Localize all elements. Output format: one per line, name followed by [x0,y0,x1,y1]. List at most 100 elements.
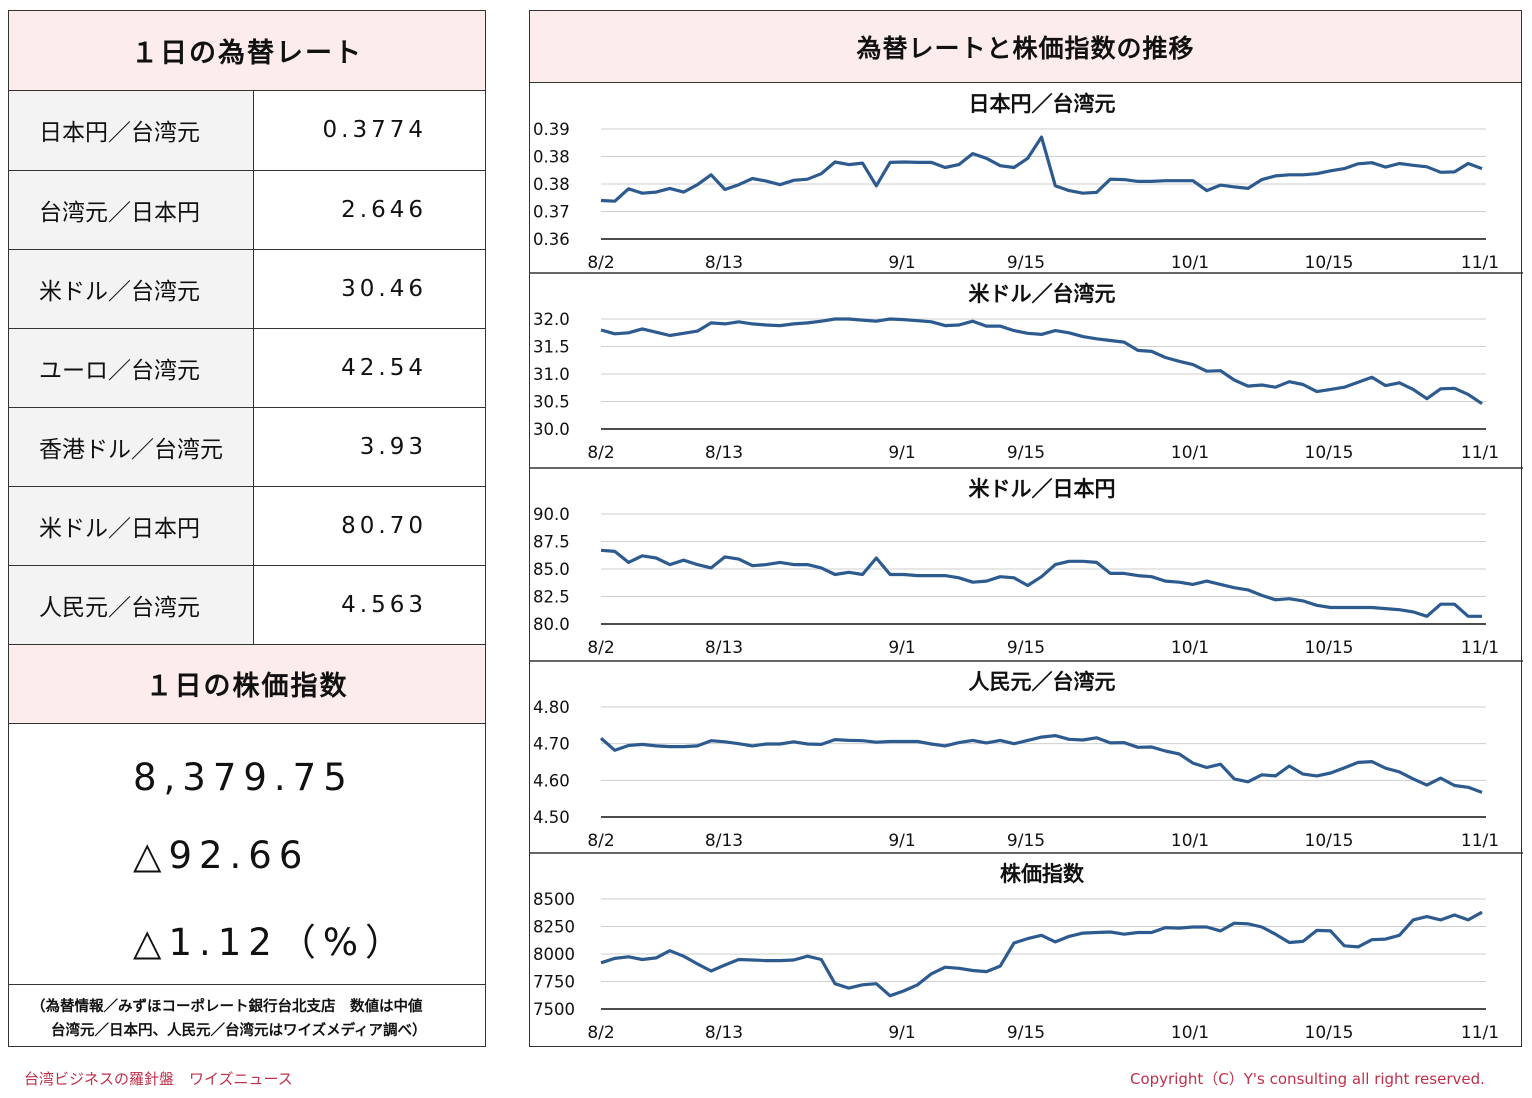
rate-value: 30.46 [253,249,485,329]
series-line [600,548,1482,618]
y-tick-label: 90.0 [533,505,570,524]
series-line [599,733,1483,794]
y-tick-label: 8500 [533,890,575,909]
y-tick-label: 7500 [533,1000,575,1019]
chart-title: 株価指数 [1000,862,1085,886]
x-tick-label: 8/13 [705,638,743,658]
x-tick-label: 9/1 [888,253,915,273]
x-tick-label: 11/1 [1461,638,1499,658]
x-tick-label: 10/15 [1305,253,1354,273]
y-tick-label: 0.39 [533,120,570,139]
y-tick-label: 0.38 [533,175,570,194]
x-tick-label: 11/1 [1461,443,1499,463]
rate-row: 日本円／台湾元 0.3774 [9,91,485,171]
chart-title: 日本円／台湾元 [969,92,1116,116]
charts-canvas: 日本円／台湾元 0.39 0.38 0.38 0.37 0.36 8/2 8/13 9/1 9/1… [530,92,1523,1043]
rate-value: 4.563 [253,565,485,645]
x-tick-label: 9/15 [1007,638,1045,658]
stock-value: 8,379.75 [133,755,354,799]
x-tick-label: 8/2 [587,831,614,851]
y-tick-label: 0.38 [533,148,570,167]
chart-title: 米ドル／日本円 [969,477,1116,501]
trend-title: 為替レートと株価指数の推移 [530,11,1521,83]
rate-row: 米ドル／台湾元 30.46 [9,249,485,329]
x-tick-label: 8/2 [587,443,614,463]
y-tick-label: 87.5 [533,533,570,552]
x-tick-label: 11/1 [1461,253,1499,273]
rate-pair-label: 米ドル／台湾元 [9,249,254,329]
rate-pair-label: 日本円／台湾元 [9,91,254,171]
x-tick-label: 10/1 [1171,1023,1209,1043]
y-tick-label: 85.0 [533,560,570,579]
y-tick-label: 8250 [533,918,575,937]
x-tick-label: 10/15 [1305,831,1354,851]
rate-pair-label: 米ドル／日本円 [9,486,254,566]
y-tick-label: 4.50 [533,808,570,827]
stock-change: △92.66 [133,833,310,877]
series-line [600,910,1483,998]
rate-row: 人民元／台湾元 4.563 [9,565,485,645]
chart-title: 人民元／台湾元 [969,670,1116,694]
x-tick-label: 8/2 [587,253,614,273]
daily-rates-panel: １日の為替レート 日本円／台湾元 0.3774 台湾元／日本円 2.646 米ドル／台湾… [8,10,486,1047]
rate-table: 日本円／台湾元 0.3774 台湾元／日本円 2.646 米ドル／台湾元 30.46 ユーロ… [9,91,485,645]
x-tick-label: 9/15 [1007,253,1045,273]
stock-change-percent: △1.12（%） [133,920,409,964]
x-tick-label: 10/15 [1305,638,1354,658]
y-tick-label: 0.36 [533,230,570,249]
source-note-line-2: 台湾元／日本円、人民元／台湾元はワイズメディア調べ） [51,1022,427,1039]
x-tick-label: 10/15 [1305,443,1354,463]
rate-pair-label: 人民元／台湾元 [9,565,254,645]
x-tick-label: 11/1 [1461,831,1499,851]
x-tick-label: 9/1 [888,831,915,851]
stock-index-block: 8,379.75 △92.66 △1.12（%） [9,724,485,985]
chart-title: 米ドル／台湾元 [969,282,1116,306]
x-tick-label: 10/1 [1171,831,1209,851]
x-tick-label: 8/2 [587,638,614,658]
y-tick-label: 31.0 [533,365,570,384]
x-tick-label: 8/2 [587,1023,614,1043]
x-tick-label: 10/15 [1305,1023,1354,1043]
y-tick-label: 8000 [533,945,575,964]
rate-row: 米ドル／日本円 80.70 [9,486,485,566]
y-tick-label: 0.37 [533,203,570,222]
rate-value: 80.70 [253,486,485,566]
y-tick-label: 80.0 [533,615,570,634]
source-note: （為替情報／みずほコーポレート銀行台北支店 数値は中値 台湾元／日本円、人民元／… [9,985,485,1043]
x-tick-label: 9/1 [888,638,915,658]
y-tick-label: 4.80 [533,698,570,717]
x-tick-label: 8/13 [705,1023,743,1043]
footer-copyright: Copyright（C）Y's consulting all right res… [1130,1070,1485,1088]
y-tick-label: 30.0 [533,420,570,439]
x-tick-label: 10/1 [1171,638,1209,658]
rate-pair-label: ユーロ／台湾元 [9,328,254,408]
x-tick-label: 8/13 [705,443,743,463]
x-tick-label: 9/15 [1007,831,1045,851]
series-line [600,135,1483,203]
rates-title: １日の為替レート [9,11,485,91]
rate-pair-label: 台湾元／日本円 [9,170,254,250]
x-tick-label: 9/1 [888,1023,915,1043]
y-tick-label: 31.5 [533,338,570,357]
rate-row: 香港ドル／台湾元 3.93 [9,407,485,487]
rate-pair-label: 香港ドル／台湾元 [9,407,254,487]
series-line [600,317,1483,406]
rate-value: 42.54 [253,328,485,408]
x-tick-label: 8/13 [705,253,743,273]
y-tick-label: 32.0 [533,310,570,329]
source-note-line-1: （為替情報／みずほコーポレート銀行台北支店 数値は中値 [31,998,423,1015]
y-tick-label: 30.5 [533,393,570,412]
x-tick-label: 10/1 [1171,253,1209,273]
rate-row: ユーロ／台湾元 42.54 [9,328,485,408]
rate-value: 0.3774 [253,91,485,171]
rate-value: 2.646 [253,170,485,250]
stock-title: １日の株価指数 [9,644,485,724]
y-tick-label: 7750 [533,973,575,992]
x-tick-label: 9/15 [1007,1023,1045,1043]
x-tick-label: 9/1 [888,443,915,463]
x-tick-label: 8/13 [705,831,743,851]
x-tick-label: 11/1 [1461,1023,1499,1043]
trend-charts-panel: 為替レートと株価指数の推移 日本円／台湾元 0.39 0.38 0.38 0.37 0.3… [529,10,1523,1047]
rate-row: 台湾元／日本円 2.646 [9,170,485,250]
y-tick-label: 4.70 [533,735,570,754]
